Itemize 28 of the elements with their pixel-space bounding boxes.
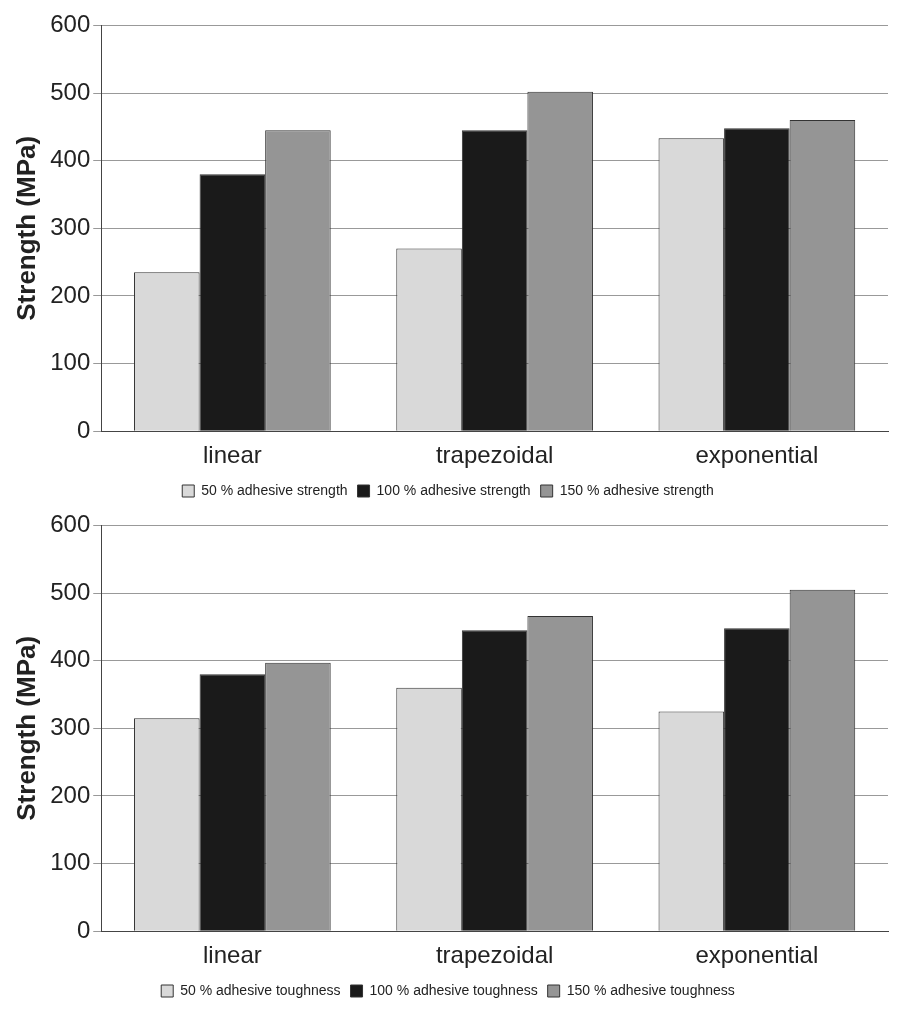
legend-label: 150 % adhesive toughness — [566, 981, 735, 998]
y-tick-label: 400 — [50, 645, 91, 673]
x-tick-label: exponential — [695, 441, 819, 469]
legend-label: 50 % adhesive strength — [201, 481, 348, 498]
x-tick-label: linear — [203, 941, 262, 969]
x-tick-label: trapezoidal — [435, 441, 554, 469]
y-axis-title: Strength (MPa) — [10, 135, 41, 321]
y-tick-label: 300 — [50, 712, 91, 740]
y-tick-label: 100 — [50, 348, 91, 376]
y-tick-label: 300 — [50, 212, 91, 240]
y-tick-label: 0 — [76, 415, 91, 443]
y-tick-label: 200 — [50, 780, 91, 808]
y-tick-label: 600 — [50, 510, 91, 538]
y-tick-label: 100 — [50, 848, 91, 876]
x-tick-label: linear — [203, 441, 262, 469]
y-axis-title: Strength (MPa) — [10, 635, 41, 821]
x-tick-label: exponential — [695, 941, 819, 969]
y-tick-label: 600 — [50, 10, 91, 38]
legend-label: 100 % adhesive toughness — [369, 981, 538, 998]
y-tick-label: 500 — [50, 577, 91, 605]
y-tick-label: 500 — [50, 77, 91, 105]
y-tick-label: 0 — [76, 915, 91, 943]
y-tick-label: 200 — [50, 280, 91, 308]
x-tick-label: trapezoidal — [435, 941, 554, 969]
legend-label: 100 % adhesive strength — [376, 481, 531, 498]
y-tick-label: 400 — [50, 145, 91, 173]
legend-label: 150 % adhesive strength — [559, 481, 714, 498]
legend-label: 50 % adhesive toughness — [180, 981, 341, 998]
